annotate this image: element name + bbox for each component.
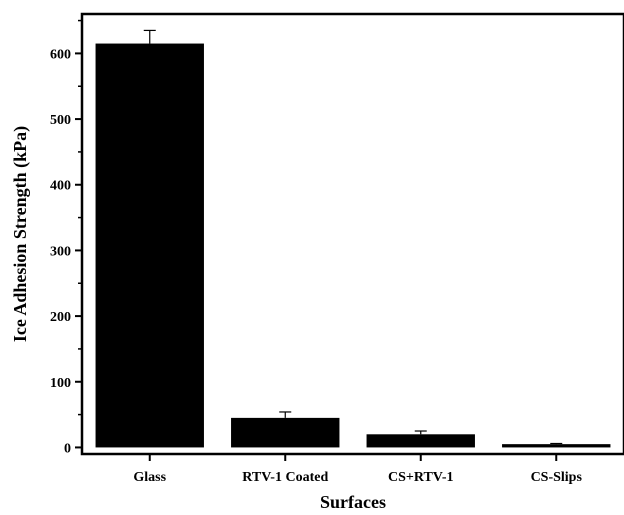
error-bars-group: [143, 29, 563, 445]
bar-1: [231, 417, 340, 448]
x-axis: Glass RTV-1 Coated CS+RTV-1 CS-Slips: [133, 454, 582, 485]
x-tick-label: RTV-1 Coated: [242, 470, 328, 485]
y-tick-label: 600: [50, 47, 71, 62]
y-tick-label: 100: [50, 376, 71, 391]
bar-3: [502, 444, 611, 448]
y-tick-label: 300: [50, 244, 71, 259]
bar-2: [366, 434, 475, 448]
x-axis-title: Surfaces: [320, 492, 386, 512]
y-tick-label: 500: [50, 113, 71, 128]
plot-frame: [80, 12, 624, 456]
x-tick-label: CS-Slips: [531, 470, 583, 485]
y-tick-label: 400: [50, 179, 71, 194]
x-tick-label: Glass: [133, 470, 166, 485]
x-tick-label: CS+RTV-1: [388, 470, 454, 485]
y-axis: 0 100 200 300 400 500 600: [50, 19, 82, 456]
y-tick-label: 200: [50, 310, 71, 325]
y-tick-label: 0: [64, 441, 71, 456]
y-axis-title: Ice Adhesion Strength (kPa): [10, 126, 31, 342]
bars-group: [95, 43, 611, 448]
bar-0: [95, 43, 204, 448]
